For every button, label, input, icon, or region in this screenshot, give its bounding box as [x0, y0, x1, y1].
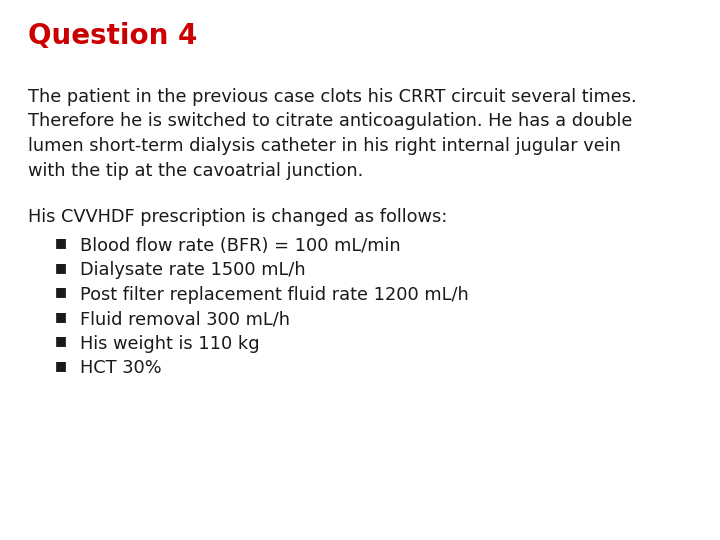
Text: His CVVHDF prescription is changed as follows:: His CVVHDF prescription is changed as fo… [28, 208, 447, 226]
Text: Fluid removal 300 mL/h: Fluid removal 300 mL/h [80, 310, 290, 328]
Text: Therefore he is switched to citrate anticoagulation. He has a double: Therefore he is switched to citrate anti… [28, 112, 632, 131]
Text: lumen short-term dialysis catheter in his right internal jugular vein: lumen short-term dialysis catheter in hi… [28, 137, 621, 155]
Text: Dialysate rate 1500 mL/h: Dialysate rate 1500 mL/h [80, 261, 305, 279]
Text: ■: ■ [55, 261, 67, 274]
Text: ■: ■ [55, 286, 67, 299]
Text: ■: ■ [55, 359, 67, 372]
Text: ■: ■ [55, 310, 67, 323]
Text: ■: ■ [55, 334, 67, 348]
Text: with the tip at the cavoatrial junction.: with the tip at the cavoatrial junction. [28, 161, 364, 179]
Text: His weight is 110 kg: His weight is 110 kg [80, 334, 260, 353]
Text: Question 4: Question 4 [28, 22, 197, 50]
Text: Blood flow rate (BFR) = 100 mL/min: Blood flow rate (BFR) = 100 mL/min [80, 237, 400, 254]
Text: ■: ■ [55, 237, 67, 249]
Text: HCT 30%: HCT 30% [80, 359, 161, 377]
Text: The patient in the previous case clots his CRRT circuit several times.: The patient in the previous case clots h… [28, 88, 636, 106]
Text: Post filter replacement fluid rate 1200 mL/h: Post filter replacement fluid rate 1200 … [80, 286, 469, 303]
